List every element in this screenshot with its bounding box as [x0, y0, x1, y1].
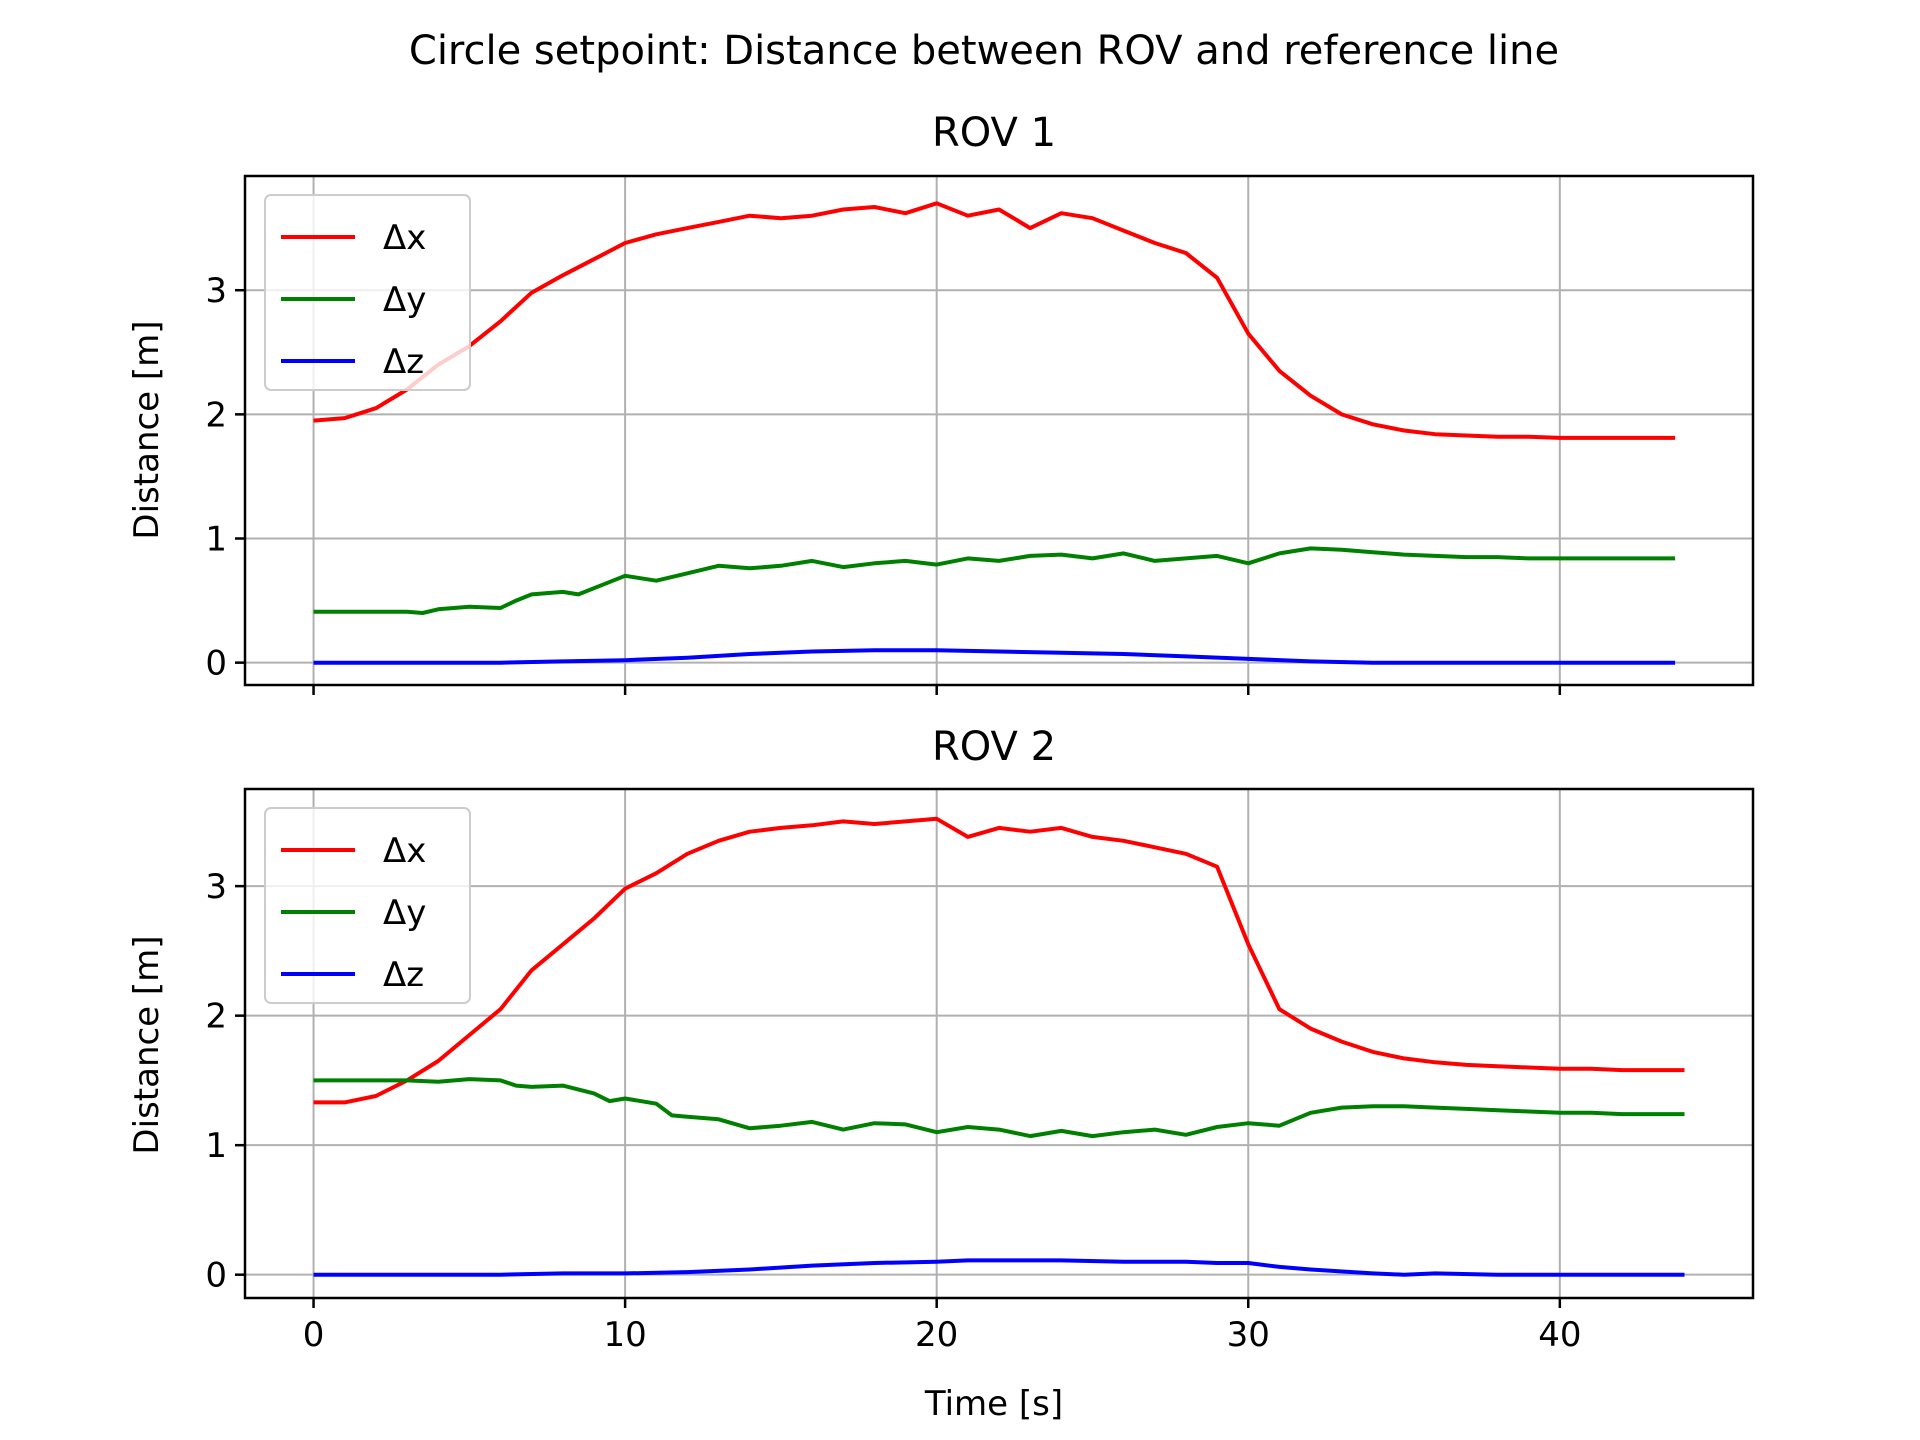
series-line-rov2-dy [313, 1077, 1685, 1139]
y-tick-label-rov2: 1 [205, 1126, 227, 1166]
axes-frame-rov1 [243, 174, 1755, 687]
legend-rov1: Δx Δy Δz [264, 194, 471, 391]
x-tick-label: 0 [303, 1315, 325, 1355]
legend-label-dx: Δx [383, 218, 426, 258]
x-tick-label: 20 [915, 1315, 958, 1355]
series-line-rov1-dx [313, 201, 1676, 440]
y-tick-label-rov1: 1 [205, 520, 227, 560]
series-line-rov2-dz [313, 1258, 1685, 1277]
subplot-title-rov2: ROV 2 [932, 724, 1056, 770]
axes-frame-rov2 [243, 787, 1755, 1300]
y-tick-label-rov1: 0 [205, 644, 227, 684]
x-tick-label: 40 [1538, 1315, 1581, 1355]
x-tick-label: 10 [603, 1315, 646, 1355]
y-axis-label-rov2: Distance [m] [127, 935, 167, 1154]
legend-label-dz: Δz [383, 342, 424, 382]
subplot-rov2: ROV 2 Distance [m] Time [s] 0 10 20 30 40 0 1 2… [127, 724, 1755, 1424]
legend-label-dy: Δy [383, 280, 426, 320]
y-axis-label-rov1: Distance [m] [127, 320, 167, 539]
legend-box-rov1 [264, 194, 471, 391]
x-axis-label: Time [s] [924, 1384, 1063, 1424]
y-tick-label-rov1: 3 [205, 271, 227, 311]
y-tick-label-rov2: 0 [205, 1256, 227, 1296]
y-tick-label-rov2: 3 [205, 867, 227, 907]
x-tick-label: 30 [1227, 1315, 1270, 1355]
y-tick-label-rov2: 2 [205, 997, 227, 1037]
legend-box-rov2 [264, 807, 471, 1004]
legend-label-dy: Δy [383, 893, 426, 933]
subplot-title-rov1: ROV 1 [932, 110, 1056, 156]
series-line-rov2-dx [313, 816, 1685, 1105]
y-tick-label-rov1: 2 [205, 395, 227, 435]
legend-label-dx: Δx [383, 831, 426, 871]
legend-label-dz: Δz [383, 955, 424, 995]
subplot-rov1: ROV 1 Distance [m] 0 1 2 3 Δx Δy Δz [127, 110, 1755, 695]
figure-suptitle: Circle setpoint: Distance between ROV an… [409, 28, 1559, 74]
legend-rov2: Δx Δy Δz [264, 807, 471, 1004]
series-line-rov1-dy [313, 546, 1676, 615]
series-line-rov1-dz [313, 648, 1676, 665]
